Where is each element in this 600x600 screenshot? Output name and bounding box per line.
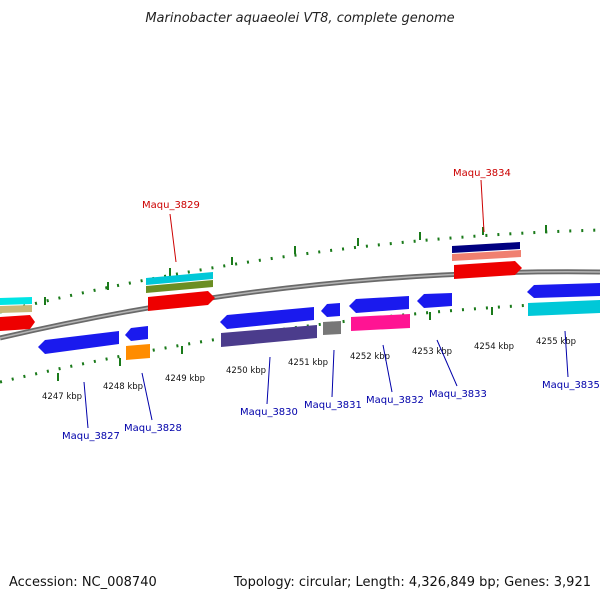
map-title: Marinobacter aquaeolei VT8, complete gen… [145, 11, 454, 26]
gene-feature [323, 321, 341, 335]
gene-label-maqu-3831: Maqu_3831 [304, 400, 362, 411]
gene-feature [38, 331, 119, 354]
gene-feature [148, 291, 215, 311]
tick-label: 4251 kbp [288, 358, 328, 368]
gene-feature [528, 300, 600, 316]
gene-feature [349, 296, 409, 313]
tick-label: 4255 kbp [536, 337, 576, 347]
gene-feature [417, 293, 452, 308]
gene-feature [0, 315, 35, 331]
accession-text: Accession: NC_008740 [9, 575, 157, 590]
tick-label: 4250 kbp [226, 366, 266, 376]
reverse-features [38, 283, 600, 360]
tick-label: 4252 kbp [350, 352, 390, 362]
gene-feature [452, 250, 521, 261]
tick-label: 4253 kbp [412, 347, 452, 357]
gene-feature [0, 305, 32, 313]
gene-feature [220, 307, 314, 329]
gene-feature [452, 242, 520, 253]
gene-feature [146, 280, 213, 293]
tick-label: 4248 kbp [103, 382, 143, 392]
gene-label-maqu-3827: Maqu_3827 [62, 431, 120, 442]
tick-label: 4249 kbp [165, 374, 205, 384]
tick-label: 4254 kbp [474, 342, 514, 352]
topology-text: Topology: circular; Length: 4,326,849 bp… [233, 575, 591, 590]
gene-label-maqu-3835: Maqu_3835 [542, 380, 600, 391]
forward-features [0, 242, 522, 331]
gene-feature [0, 297, 32, 305]
gene-feature [221, 325, 317, 347]
gene-feature [321, 303, 340, 317]
gene-feature [146, 272, 213, 285]
gene-label-maqu-3828: Maqu_3828 [124, 423, 182, 434]
gene-feature [126, 344, 150, 360]
gene-label-maqu-3830: Maqu_3830 [240, 407, 298, 418]
tick-label: 4247 kbp [42, 392, 82, 402]
gene-feature [527, 283, 600, 298]
gene-label-maqu-3833: Maqu_3833 [429, 389, 487, 400]
gene-label-maqu-3832: Maqu_3832 [366, 395, 424, 406]
upper-major-ticks [44, 225, 547, 305]
gene-feature [351, 314, 410, 331]
gene-feature [125, 326, 148, 341]
gene-label-maqu-3829: Maqu_3829 [142, 200, 200, 211]
label-leaders [83, 179, 569, 429]
lower-tick-track [0, 300, 600, 384]
gene-feature [454, 261, 522, 279]
gene-label-maqu-3834: Maqu_3834 [453, 168, 511, 179]
